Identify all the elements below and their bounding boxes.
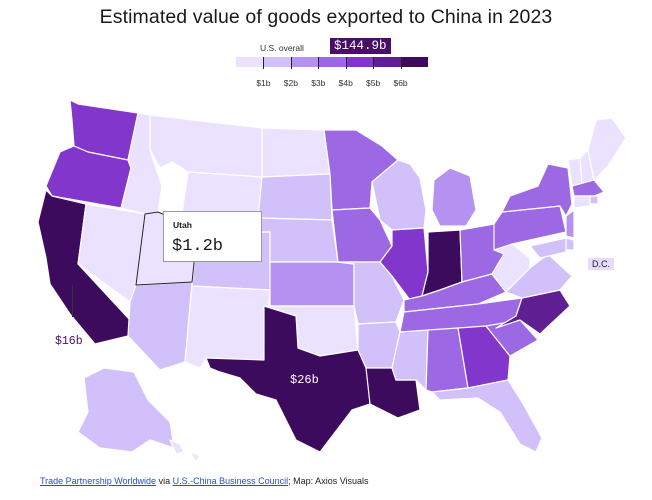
us-overall-label: U.S. overall: [260, 43, 304, 53]
legend-tick-label: $2b: [283, 78, 298, 88]
state-ma[interactable]: [571, 179, 605, 197]
legend-tick-label: $1b: [256, 78, 271, 88]
state-fl[interactable]: [431, 379, 543, 453]
legend-swatch: [263, 57, 291, 67]
legend-tick-mark: [400, 57, 402, 69]
state-ga[interactable]: [457, 325, 511, 389]
legend-swatch: [290, 57, 319, 67]
tooltip-state-name: Utah: [173, 220, 192, 230]
source-link-trade-partnership[interactable]: Trade Partnership Worldwide: [40, 476, 157, 486]
source-link-uscbc[interactable]: U.S.-China Business Council: [172, 476, 289, 486]
state-ct[interactable]: [573, 195, 591, 209]
state-sd[interactable]: [257, 173, 333, 221]
state-wv[interactable]: [491, 243, 531, 293]
state-ny[interactable]: [501, 163, 573, 217]
dc-label[interactable]: D.C.: [588, 258, 614, 270]
legend-tick-mark: [345, 57, 347, 69]
legend-swatch: [236, 57, 264, 67]
legend-swatch: [318, 57, 346, 67]
map-title: Estimated value of goods exported to Chi…: [99, 6, 553, 28]
legend-tick-mark: [290, 57, 292, 69]
state-wi[interactable]: [371, 159, 427, 231]
state-nj[interactable]: [565, 209, 575, 239]
us-overall-value: $144.9b: [330, 38, 391, 54]
state-mi[interactable]: [431, 167, 477, 227]
texas-callout-value: $26b: [290, 373, 319, 387]
state-ri[interactable]: [589, 195, 599, 205]
state-tx[interactable]: [205, 305, 371, 453]
state-va[interactable]: [491, 253, 573, 299]
state-tooltip: Utah $1.2b: [163, 211, 262, 262]
legend-swatch: [373, 57, 401, 67]
state-de[interactable]: [565, 237, 575, 251]
legend-tick-label: $6b: [393, 78, 408, 88]
source-via: via: [158, 476, 171, 486]
state-nd[interactable]: [261, 127, 331, 178]
state-nm[interactable]: [184, 285, 271, 369]
state-ak[interactable]: [77, 367, 175, 453]
legend-tick-mark: [318, 57, 320, 69]
tooltip-state-value: $1.2b: [172, 237, 224, 256]
state-hi[interactable]: [169, 439, 201, 463]
state-az[interactable]: [127, 281, 193, 371]
state-md[interactable]: [529, 237, 567, 259]
legend-tick-label: $5b: [366, 78, 381, 88]
legend-swatch: [345, 57, 374, 67]
source-line: Trade Partnership Worldwide via U.S.-Chi…: [40, 476, 369, 486]
source-credit: ; Map: Axios Visuals: [288, 476, 369, 486]
california-callout-value: $16b: [55, 335, 83, 348]
state-ne[interactable]: [257, 217, 339, 263]
state-ca[interactable]: [37, 189, 131, 345]
color-legend: [236, 57, 428, 67]
california-callout-line: [72, 285, 73, 317]
state-me[interactable]: [587, 117, 627, 181]
legend-tick-mark: [263, 57, 265, 69]
legend-tick-label: $3b: [311, 78, 326, 88]
legend-tick-mark: [373, 57, 375, 69]
legend-tick-label: $4b: [338, 78, 353, 88]
state-mt[interactable]: [149, 114, 263, 178]
legend-swatch: [400, 57, 428, 67]
state-ks[interactable]: [269, 261, 355, 307]
